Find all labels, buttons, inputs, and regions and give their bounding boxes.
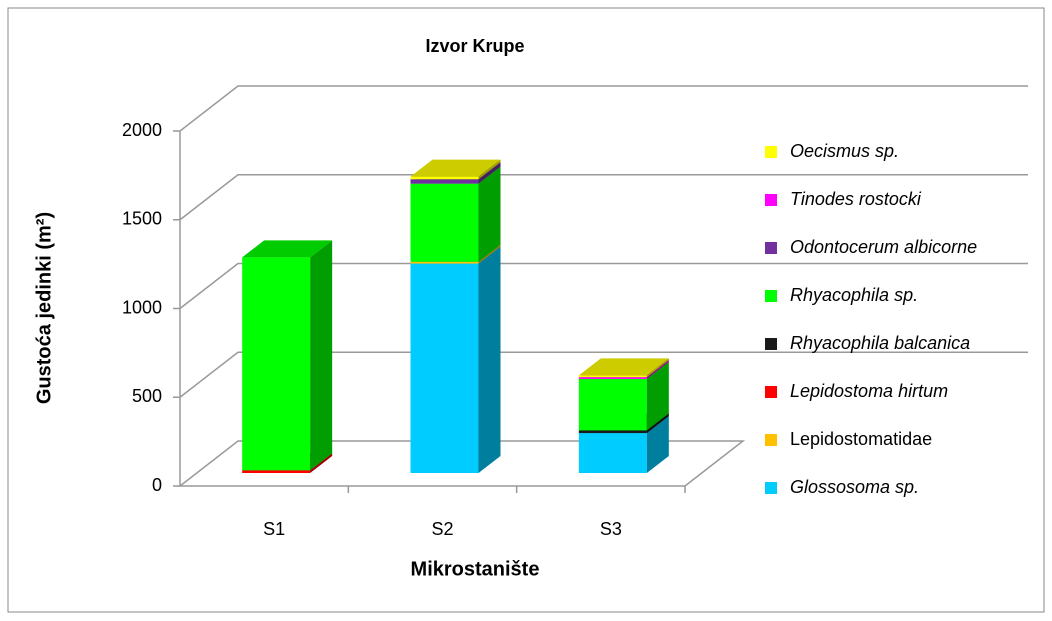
legend-swatch	[765, 242, 777, 254]
bar-side	[478, 159, 501, 180]
bar-side	[478, 162, 501, 184]
grid-line	[179, 351, 1028, 398]
legend-swatch	[765, 290, 777, 302]
bar-front	[578, 433, 647, 473]
y-tick-label: 1500	[122, 209, 162, 229]
legend-label: Tinodes rostocki	[790, 189, 922, 209]
bar-side	[310, 240, 333, 471]
legend-swatch	[765, 338, 777, 350]
x-tick-label: S3	[600, 519, 622, 539]
bar-segment	[242, 240, 333, 471]
legend-label: Oecismus sp.	[790, 141, 899, 161]
legend-label: Rhyacophila sp.	[790, 285, 918, 305]
chart-title: Izvor Krupe	[425, 36, 524, 56]
bar-side	[646, 358, 669, 378]
legend-swatch	[765, 194, 777, 206]
bar-side	[646, 360, 669, 379]
bar-segment	[410, 166, 501, 262]
legend-label: Glossosoma sp.	[790, 477, 919, 497]
bar-side	[646, 361, 669, 431]
bar-top	[578, 358, 669, 376]
chart-border	[7, 7, 1045, 613]
bar-side	[646, 413, 669, 434]
y-axis-label: Gustoća jedinki (m²)	[33, 212, 55, 404]
bar-segment	[410, 246, 501, 473]
y-tick-label: 500	[132, 386, 162, 406]
bar-side	[478, 166, 501, 262]
legend-label: Odontocerum albicorne	[790, 237, 977, 257]
bar-front	[242, 257, 311, 471]
bar-side	[310, 453, 333, 473]
bar-front	[410, 176, 479, 180]
bar-front	[242, 470, 311, 473]
bar-segment	[410, 159, 501, 180]
bar-segment	[578, 358, 669, 378]
bar-front	[578, 375, 647, 378]
legend-swatch	[765, 386, 777, 398]
x-tick-label: S1	[263, 519, 285, 539]
bar-front	[578, 430, 647, 434]
y-tick-label: 1000	[122, 297, 162, 317]
y-tick-label: 0	[152, 475, 162, 495]
legend-label: Lepidostomatidae	[790, 429, 932, 449]
legend-swatch	[765, 146, 777, 158]
bar-top	[410, 159, 501, 177]
bar-front	[410, 179, 479, 184]
bar-side	[478, 246, 501, 473]
grid-line	[179, 85, 1028, 132]
legend-label: Lepidostoma hirtum	[790, 381, 948, 401]
bar-front	[410, 263, 479, 473]
legend-swatch	[765, 434, 777, 446]
bar-front	[410, 183, 479, 262]
x-tick-label: S2	[431, 519, 453, 539]
bar-side	[646, 416, 669, 473]
legend-swatch	[765, 482, 777, 494]
y-tick-label: 2000	[122, 120, 162, 140]
bar-top	[242, 240, 333, 258]
bar-front	[410, 261, 479, 264]
legend-label: Rhyacophila balcanica	[790, 333, 970, 353]
bar-side	[478, 244, 501, 264]
grid-line	[179, 174, 1028, 221]
grid-line	[179, 262, 1028, 310]
bar-front	[578, 378, 647, 431]
bar-front	[578, 377, 647, 379]
x-axis-label: Mikrostanište	[411, 558, 540, 580]
